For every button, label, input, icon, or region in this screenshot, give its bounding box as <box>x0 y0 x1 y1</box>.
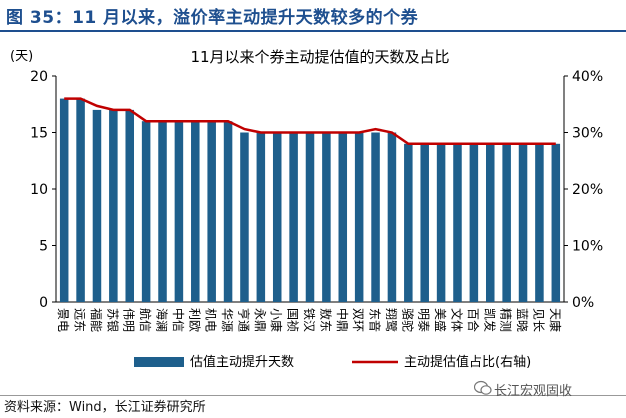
bar <box>436 143 446 302</box>
y2-tick-label: 0% <box>572 295 594 311</box>
y-tick-label: 0 <box>39 295 48 311</box>
x-tick-label: 伟明 <box>122 308 136 332</box>
source-note: 资料来源：Wind，长江证券研究所 <box>4 400 206 415</box>
legend-bar-label: 估值主动提升天数 <box>190 354 294 370</box>
ratio-series-line <box>64 97 556 146</box>
x-tick-label: 海澜 <box>155 308 170 332</box>
legend-line-label: 主动提估值占比(右轴) <box>404 354 531 370</box>
x-tick-label: 翔鹭 <box>384 308 399 332</box>
y2-tick-label: 10% <box>572 239 603 255</box>
x-tick-label: 见长 <box>531 308 545 332</box>
bar <box>76 98 85 302</box>
x-tick-label: 亨通 <box>237 308 252 332</box>
bar <box>502 143 511 302</box>
y-tick-label: 20 <box>30 69 48 85</box>
x-tick-label: 华源 <box>220 308 234 332</box>
bar <box>469 143 479 302</box>
x-tick-label: 国祯 <box>286 308 300 332</box>
x-tick-label: 永鼎 <box>253 308 267 332</box>
bar <box>289 132 298 302</box>
bar <box>272 132 282 302</box>
bar <box>485 143 495 302</box>
x-tick-label: 美盛 <box>433 308 448 332</box>
bar <box>256 132 266 302</box>
wechat-icon <box>474 380 492 395</box>
figure-title: 图 35：11 月以来，溢价率主动提升天数较多的个券 <box>6 8 419 28</box>
header-rule <box>0 30 626 32</box>
bar <box>338 132 348 302</box>
y-tick-labels: 0 5 10 15 20 0% 10% 20% 30% 40% <box>30 69 603 311</box>
x-tick-label: 机电 <box>204 308 218 332</box>
bar <box>109 109 118 303</box>
x-tick-label: 景电 <box>56 308 70 332</box>
x-tick-label: 中信 <box>171 308 186 332</box>
x-tick-label: 利欧 <box>187 308 201 332</box>
bar <box>223 121 233 302</box>
x-tick-label: 福能 <box>89 308 104 332</box>
bar <box>207 121 216 302</box>
x-tick-label: 双环 <box>351 308 365 332</box>
chart: 11月以来个券主动提估值的天数及占比 (天) 景电 远东 福能 苏银 伟明 航信 海澜 中信利… <box>10 48 603 370</box>
bar <box>125 109 135 303</box>
bar <box>387 132 397 302</box>
x-tick-label: 凯发 <box>482 308 497 332</box>
x-tick-label: 东音 <box>368 308 383 332</box>
bar <box>551 143 561 302</box>
footer-rule <box>0 395 626 396</box>
x-tick-label: 蓝晓 <box>515 308 529 332</box>
bar <box>174 121 184 302</box>
bar <box>59 98 69 302</box>
x-tick-label: 骆驼 <box>400 308 415 332</box>
x-tick-label: 铁汉 <box>302 308 316 332</box>
ratio-line <box>64 97 556 146</box>
bar <box>322 132 331 302</box>
bar <box>92 109 102 303</box>
bar <box>158 121 167 302</box>
y-axis-unit: (天) <box>10 49 33 64</box>
legend: 估值主动提升天数 主动提估值占比(右轴) <box>134 354 531 370</box>
x-tick-label: 苏银 <box>105 308 119 332</box>
x-tick-label: 中鼎 <box>335 308 350 332</box>
bar <box>141 121 151 302</box>
bar <box>420 143 429 302</box>
y-tick-label: 5 <box>39 239 48 255</box>
bars <box>59 98 561 303</box>
watermark: 长江宏观固收 <box>494 384 573 399</box>
y2-tick-label: 40% <box>572 69 603 85</box>
bar <box>354 132 364 302</box>
legend-bar-swatch <box>134 357 184 367</box>
bar <box>305 132 315 302</box>
x-tick-label: 航信 <box>138 308 153 332</box>
y2-tick-label: 30% <box>572 126 603 142</box>
bar <box>404 143 413 302</box>
bar <box>240 132 249 302</box>
bar <box>518 143 528 302</box>
y-tick-label: 10 <box>30 182 48 198</box>
y2-tick-label: 20% <box>572 182 603 198</box>
bar <box>453 143 462 302</box>
bar <box>535 143 544 302</box>
bar <box>371 132 380 302</box>
chart-title: 11月以来个券主动提估值的天数及占比 <box>190 48 449 66</box>
x-tick-label: 天康 <box>548 308 563 332</box>
x-tick-label: 文体 <box>450 308 465 332</box>
y-tick-label: 15 <box>30 126 48 142</box>
x-tick-label: 远东 <box>73 308 87 332</box>
x-tick-label: 精测 <box>499 308 513 332</box>
x-tick-label: 明泰 <box>417 308 431 332</box>
figure-header: 图 35：11 月以来，溢价率主动提升天数较多的个券 <box>0 0 626 30</box>
x-tick-label: 百合 <box>466 308 481 332</box>
x-tick-label: 敖东 <box>318 308 333 332</box>
bar <box>191 121 200 302</box>
x-tick-label: 小康 <box>269 308 284 332</box>
x-tick-labels: 景电 远东 福能 苏银 伟明 航信 海澜 中信 利欧 机电 华源 亨通 永鼎 小康 国祯 铁汉 敖东 中鼎 双环 东音… <box>56 308 563 332</box>
